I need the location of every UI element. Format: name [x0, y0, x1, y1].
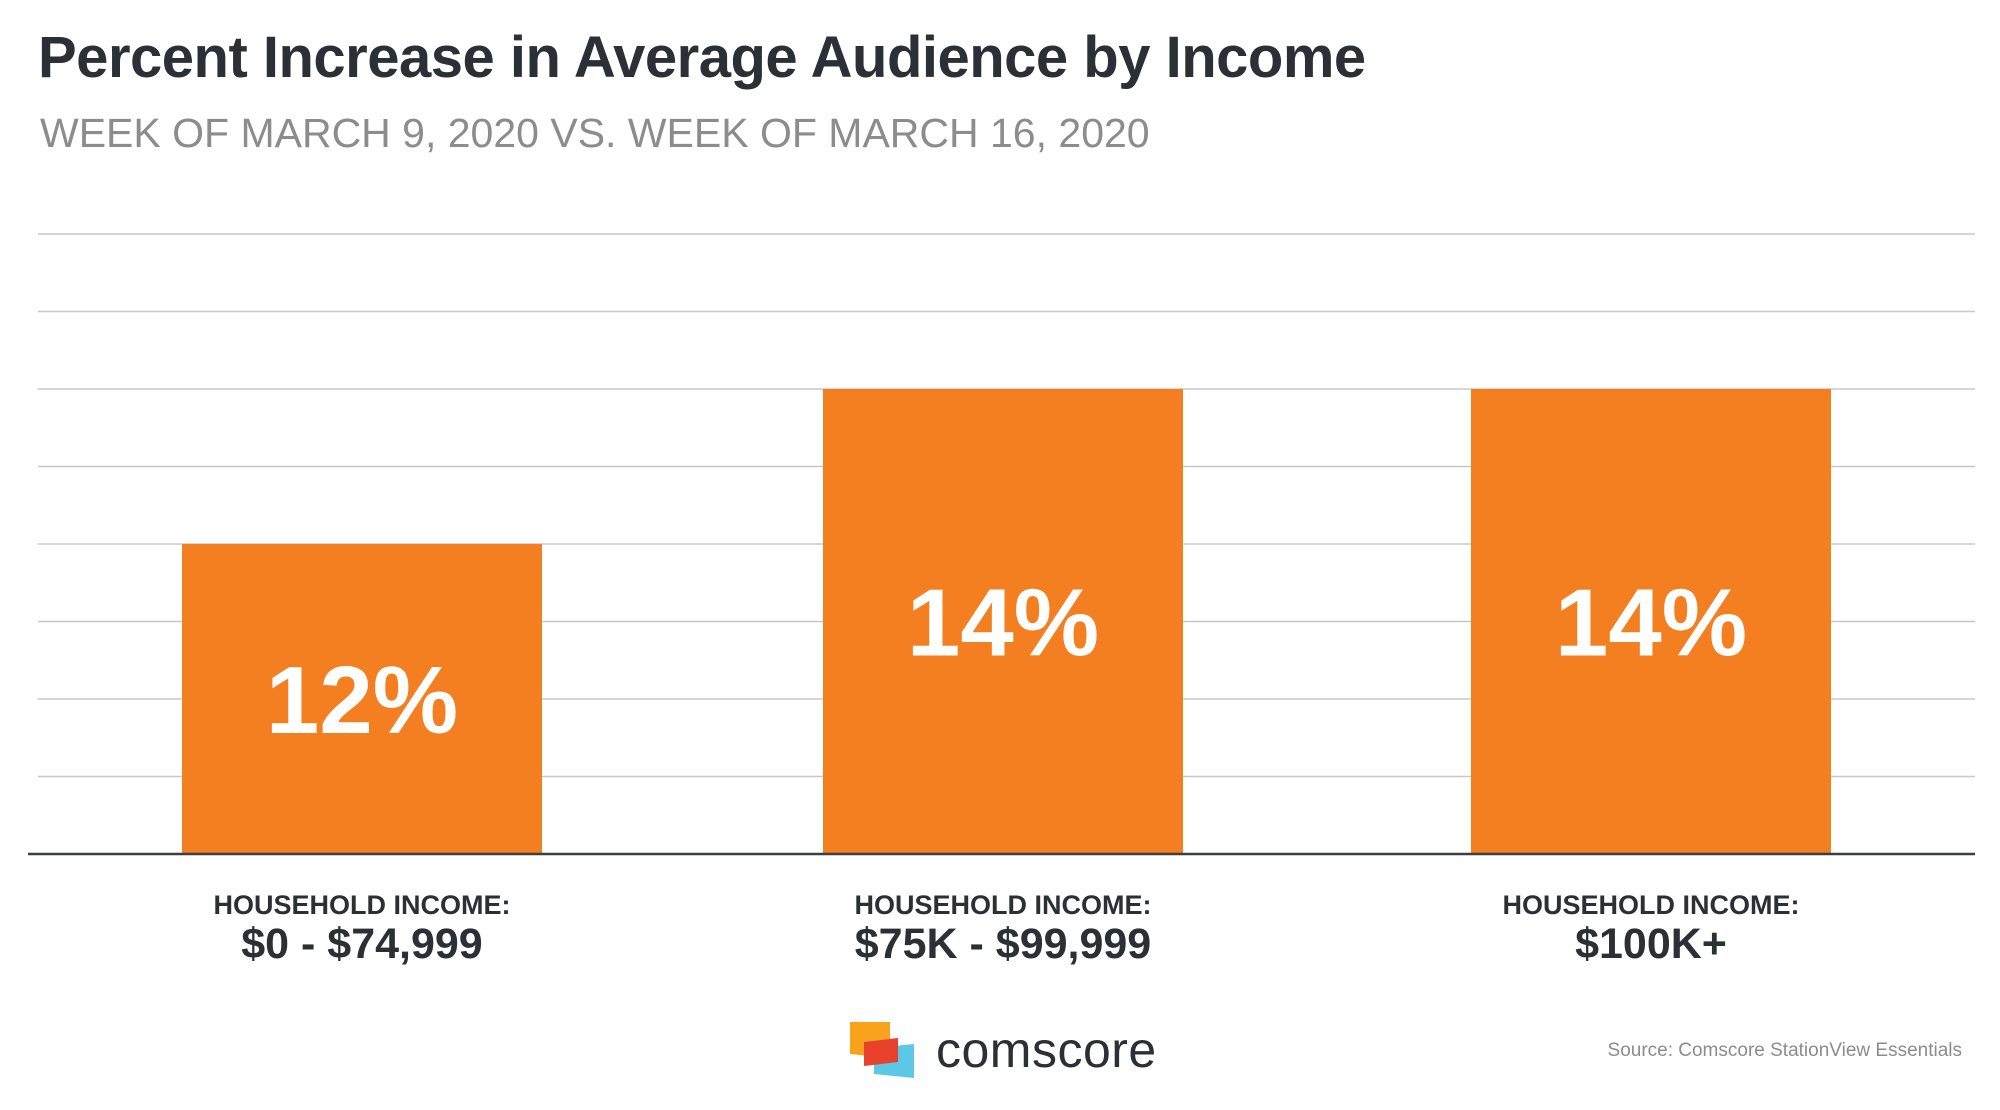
chart-subtitle: WEEK OF MARCH 9, 2020 VS. WEEK OF MARCH …: [40, 110, 1150, 156]
bar: [823, 389, 1183, 854]
bar: [1471, 389, 1831, 854]
source-note: Source: Comscore StationView Essentials: [1607, 1040, 1962, 1061]
category-label-line2: $100K+: [1575, 920, 1727, 968]
comscore-logo-icon: [850, 1022, 914, 1078]
data-label: 14%: [907, 570, 1099, 677]
chart-title: Percent Increase in Average Audience by …: [38, 25, 1366, 90]
data-label: 14%: [1555, 570, 1747, 677]
category-label-line1: HOUSEHOLD INCOME:: [1503, 890, 1800, 920]
category-label-line1: HOUSEHOLD INCOME:: [855, 890, 1152, 920]
category-label-line1: HOUSEHOLD INCOME:: [214, 890, 511, 920]
bar: [182, 544, 542, 854]
category-label-line2: $0 - $74,999: [241, 920, 482, 968]
data-label: 12%: [266, 647, 458, 754]
comscore-logo: comscore: [850, 1022, 1157, 1078]
logo-wordmark: comscore: [936, 1022, 1157, 1078]
category-label-line2: $75K - $99,999: [855, 920, 1151, 968]
